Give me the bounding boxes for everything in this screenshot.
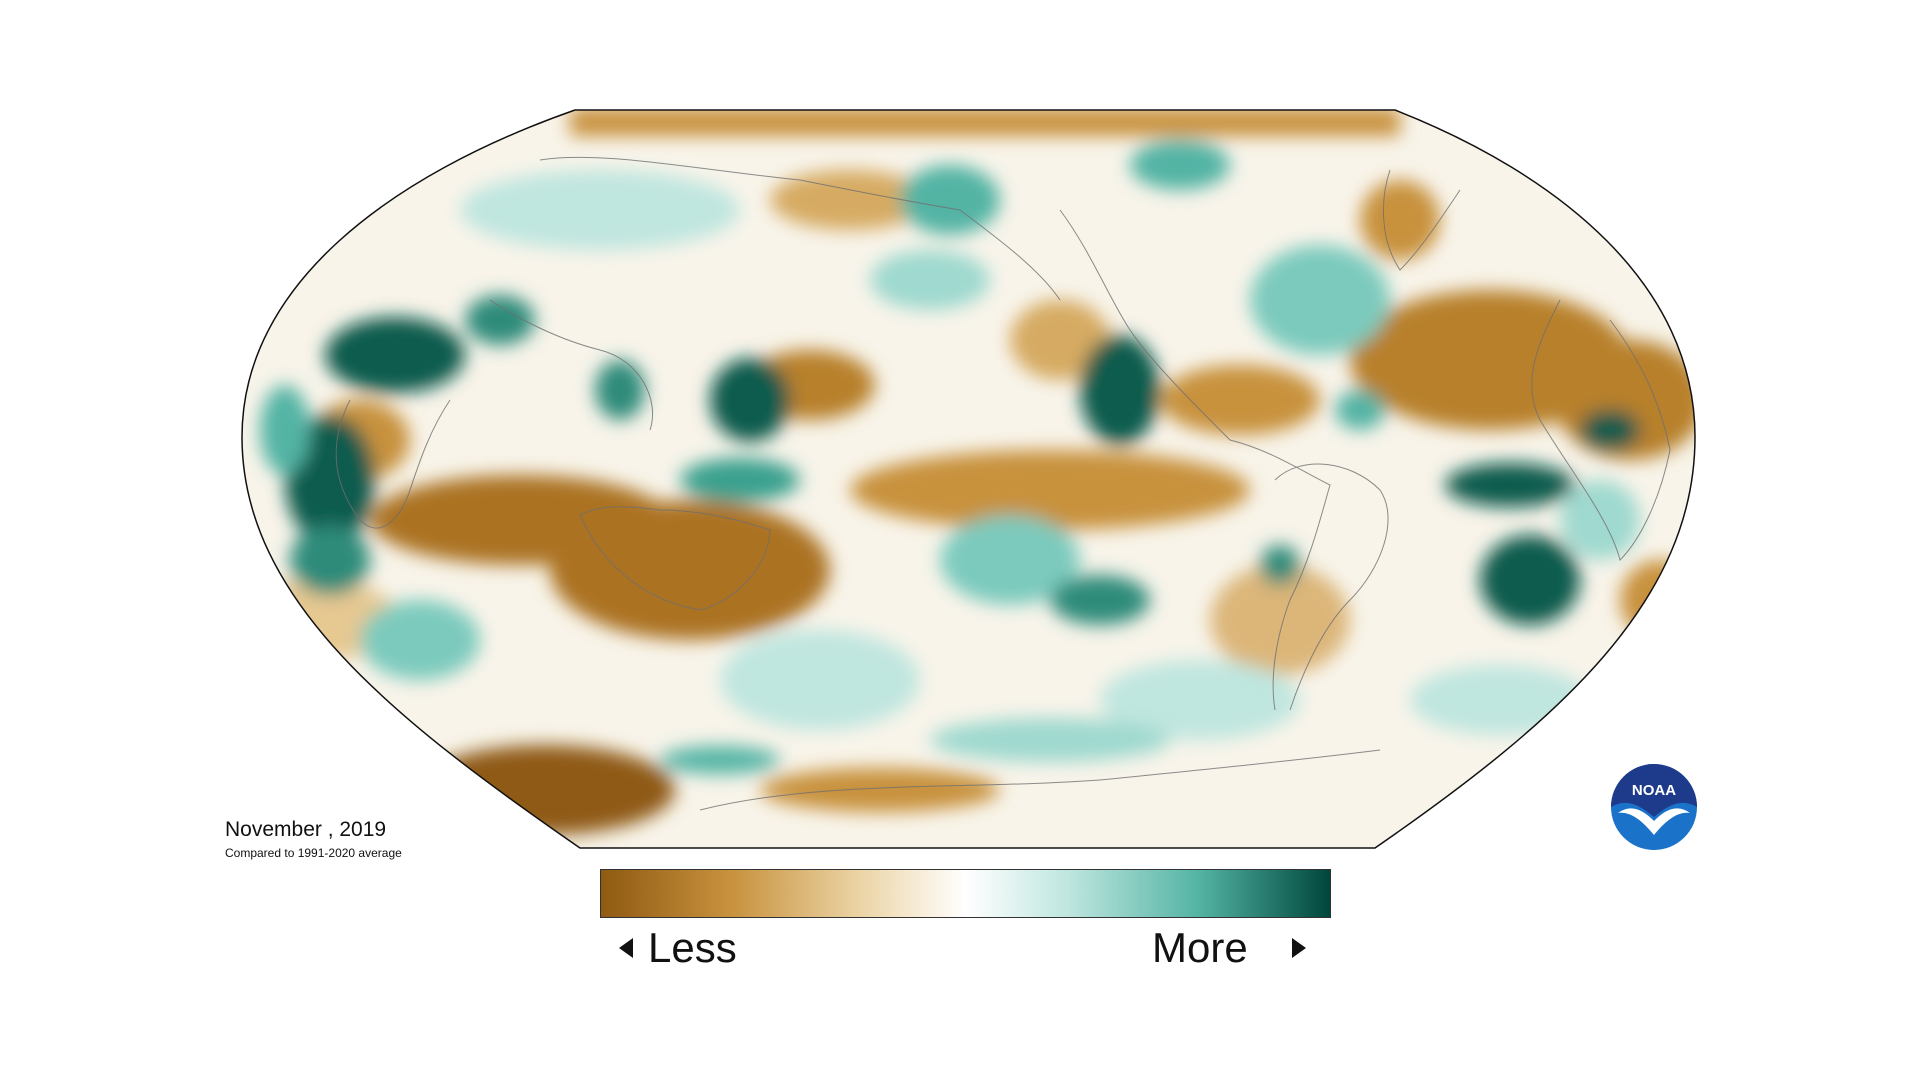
noaa-wordmark: NOAA: [1632, 782, 1676, 799]
map-date: November , 2019: [225, 818, 387, 841]
left-arrow-icon: [619, 938, 633, 958]
more-label: More: [1152, 924, 1248, 971]
globe-outline: [241, 109, 1696, 849]
color-scale-bar: [600, 869, 1331, 918]
map-baseline-note: Compared to 1991-2020 average: [225, 846, 402, 860]
coastlines: [335, 156, 1671, 811]
noaa-logo-icon: NOAA: [1611, 764, 1697, 850]
right-arrow-icon: [1292, 938, 1306, 958]
anomaly-field: [242, 110, 1695, 848]
less-label: Less: [648, 924, 737, 971]
